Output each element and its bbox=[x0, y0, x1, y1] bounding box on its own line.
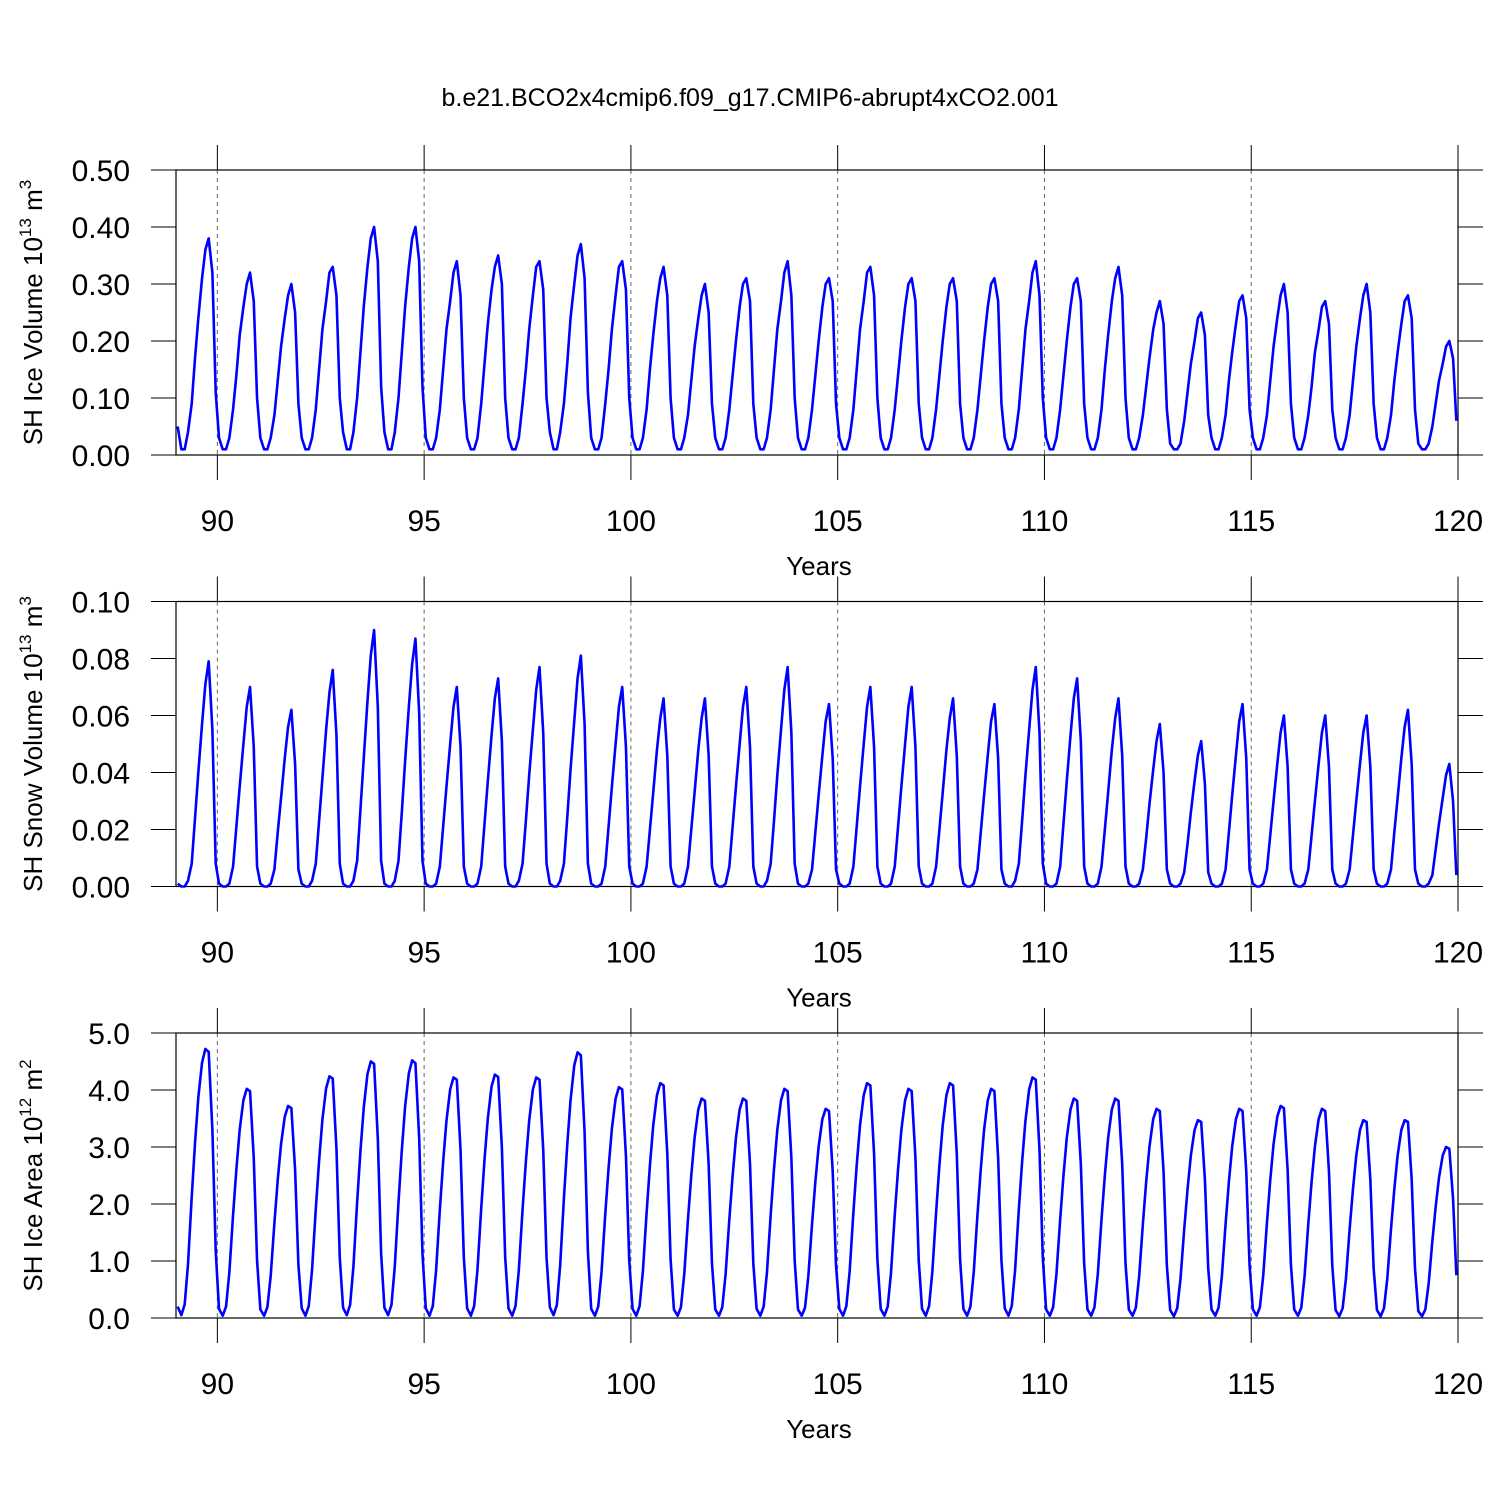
x-tick-label: 105 bbox=[813, 937, 863, 970]
y-axis-title-unit-exponent: 3 bbox=[16, 180, 35, 189]
y-tick-label: 0.10 bbox=[72, 587, 130, 620]
y-tick-label: 4.0 bbox=[88, 1075, 130, 1108]
x-tick-label: 120 bbox=[1433, 1368, 1483, 1401]
x-tick-label: 90 bbox=[201, 937, 234, 970]
x-tick-label: 115 bbox=[1227, 937, 1275, 970]
x-tick-label: 110 bbox=[1021, 1368, 1069, 1401]
x-tick-label: 100 bbox=[606, 1368, 656, 1401]
x-tick-label: 95 bbox=[407, 505, 440, 538]
y-axis-title-unit: m bbox=[18, 189, 48, 218]
figure-title: b.e21.BCO2x4cmip6.f09_g17.CMIP6-abrupt4x… bbox=[441, 84, 1058, 112]
data-line bbox=[176, 225, 1458, 451]
y-tick-label: 0.08 bbox=[72, 644, 130, 677]
x-tick-label: 110 bbox=[1021, 505, 1069, 538]
plot-frame bbox=[175, 1032, 1459, 1319]
x-tick-label: 95 bbox=[407, 1368, 440, 1401]
y-axis-title-exponent: 13 bbox=[16, 634, 35, 653]
x-tick-label: 120 bbox=[1433, 937, 1483, 970]
y-tick-label: 0.0 bbox=[88, 1303, 130, 1336]
data-line bbox=[176, 1047, 1458, 1318]
y-axis-title-exponent: 12 bbox=[16, 1098, 35, 1117]
x-tick-label: 105 bbox=[813, 505, 863, 538]
x-tick-label: 115 bbox=[1227, 505, 1275, 538]
x-tick-label: 90 bbox=[201, 1368, 234, 1401]
y-axis-title-text: SH Snow Volume 10 bbox=[18, 653, 48, 891]
y-axis-title-unit-exponent: 3 bbox=[16, 596, 35, 605]
y-tick-label: 5.0 bbox=[88, 1018, 130, 1051]
y-axis-title: SH Ice Volume 1013 m3 bbox=[16, 180, 48, 445]
y-tick-label: 0.00 bbox=[72, 872, 130, 905]
x-tick-label: 100 bbox=[606, 505, 656, 538]
y-tick-label: 0.00 bbox=[72, 440, 130, 473]
y-axis-title-unit: m bbox=[18, 606, 48, 635]
y-tick-label: 0.20 bbox=[72, 326, 130, 359]
data-line bbox=[176, 628, 1458, 888]
y-axis-title-text: SH Ice Area 10 bbox=[18, 1117, 48, 1292]
y-tick-label: 0.50 bbox=[72, 155, 130, 188]
y-tick-label: 0.30 bbox=[72, 269, 130, 302]
y-tick-label: 2.0 bbox=[88, 1189, 130, 1222]
x-axis-title: Years bbox=[786, 1414, 852, 1444]
x-tick-label: 95 bbox=[407, 937, 440, 970]
x-tick-label: 120 bbox=[1433, 505, 1483, 538]
plot-frame bbox=[175, 169, 1459, 456]
y-tick-label: 0.06 bbox=[72, 701, 130, 734]
y-axis-title: SH Ice Area 1012 m2 bbox=[16, 1059, 48, 1291]
y-tick-label: 0.10 bbox=[72, 383, 130, 416]
x-tick-label: 90 bbox=[201, 505, 234, 538]
y-axis-title-text: SH Ice Volume 10 bbox=[18, 237, 48, 445]
y-tick-label: 0.40 bbox=[72, 212, 130, 245]
x-axis-title: Years bbox=[786, 983, 852, 1013]
x-axis-title: Years bbox=[786, 551, 852, 581]
y-axis-title: SH Snow Volume 1013 m3 bbox=[16, 596, 48, 892]
y-axis-title-unit: m bbox=[18, 1069, 48, 1098]
plot-frame bbox=[175, 600, 1459, 888]
x-tick-label: 100 bbox=[606, 937, 656, 970]
y-axis-title-unit-exponent: 2 bbox=[16, 1059, 35, 1068]
x-tick-label: 105 bbox=[813, 1368, 863, 1401]
x-tick-label: 115 bbox=[1227, 1368, 1275, 1401]
y-tick-label: 0.04 bbox=[72, 758, 130, 791]
y-axis-title-exponent: 13 bbox=[16, 218, 35, 237]
y-tick-label: 3.0 bbox=[88, 1132, 130, 1165]
x-tick-label: 110 bbox=[1021, 937, 1069, 970]
y-tick-label: 0.02 bbox=[72, 815, 130, 848]
y-tick-label: 1.0 bbox=[88, 1246, 130, 1279]
